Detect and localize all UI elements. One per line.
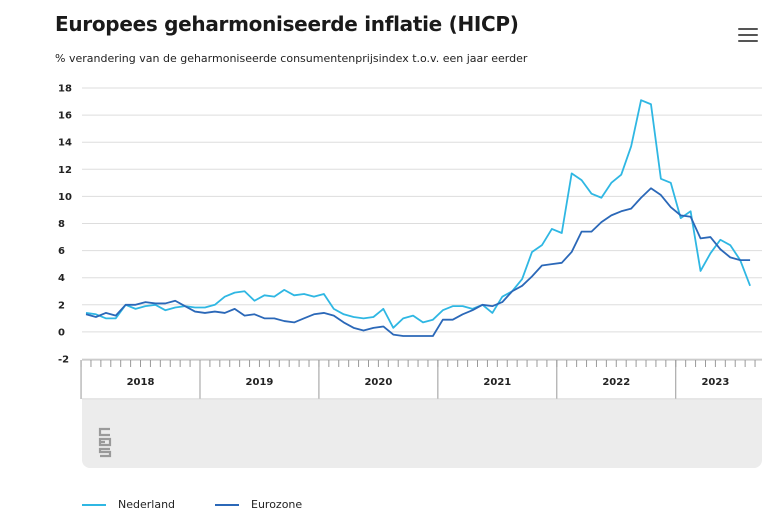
legend-label-eurozone: Eurozone — [251, 498, 303, 511]
hamburger-menu-icon[interactable] — [738, 28, 758, 44]
x-year-label: 2020 — [364, 377, 392, 388]
grid-lines — [82, 87, 762, 360]
legend-swatch-eurozone — [215, 503, 239, 506]
series-line-eurozone — [85, 187, 751, 337]
y-tick-label: 14 — [58, 138, 72, 149]
chart-subtitle: % verandering van de geharmoniseerde con… — [55, 52, 528, 65]
y-tick-label: 4 — [58, 273, 65, 284]
y-tick-label: 18 — [58, 84, 72, 95]
y-tick-label: 2 — [58, 300, 65, 311]
series-group — [85, 99, 751, 337]
y-tick-label: 10 — [58, 192, 72, 203]
x-year-label: 2023 — [701, 377, 729, 388]
menu-bar — [738, 33, 758, 37]
chart-title: Europees geharmoniseerde inflatie (HICP) — [55, 12, 519, 36]
x-year-label: 2022 — [602, 377, 630, 388]
x-year-label: 2021 — [483, 377, 511, 388]
legend-swatch-nederland — [82, 503, 106, 506]
y-tick-label: 8 — [58, 219, 65, 230]
y-tick-label: -2 — [58, 355, 69, 366]
series-line-nederland — [85, 99, 751, 329]
y-tick-label: 12 — [58, 165, 72, 176]
menu-bar — [738, 39, 758, 43]
y-tick-label: 16 — [58, 111, 72, 122]
legend-label-nederland: Nederland — [118, 498, 176, 511]
y-axis: -2 0 2 4 6 8 10 12 14 16 18 — [58, 84, 72, 366]
x-axis: 2018 2019 2020 2021 2022 2023 — [80, 359, 762, 400]
range-navigator[interactable] — [82, 400, 762, 468]
y-tick-label: 0 — [58, 327, 65, 338]
legend-item-eurozone[interactable]: Eurozone — [215, 498, 302, 511]
legend-item-nederland[interactable]: Nederland — [82, 498, 175, 511]
menu-bar — [738, 28, 758, 31]
x-year-label: 2018 — [127, 377, 155, 388]
y-tick-label: 6 — [58, 246, 65, 257]
x-year-label: 2019 — [246, 377, 274, 388]
